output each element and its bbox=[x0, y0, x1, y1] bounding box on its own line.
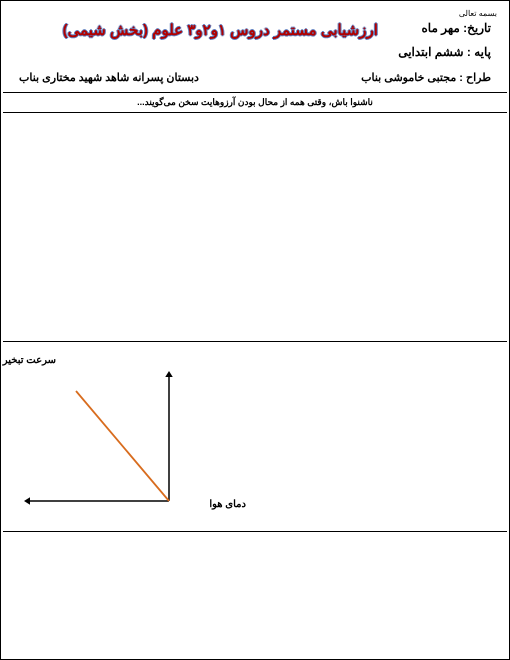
grade-row: پایه : ششم ابتدایی bbox=[1, 43, 509, 65]
divider-line-1 bbox=[3, 341, 507, 342]
school-label: دبستان پسرانه شاهد شهید مختاری بناب bbox=[19, 71, 199, 84]
date-label: تاریخ: مهر ماه bbox=[422, 21, 492, 35]
y-axis-label: سرعت تبخیر bbox=[3, 355, 56, 366]
main-title: ارزشیابی مستمر دروس ۱و۲و۳ علوم (بخش شیمی… bbox=[19, 21, 422, 39]
worksheet-page: بسمه تعالی تاریخ: مهر ماه ارزشیابی مستمر… bbox=[0, 0, 510, 660]
data-line bbox=[76, 391, 169, 501]
chart-svg bbox=[14, 371, 194, 516]
x-axis-label: دمای هوا bbox=[209, 499, 246, 510]
quote-bar: ناشنوا باش، وقتی همه از محال بودن آرزوها… bbox=[3, 92, 507, 113]
grade-label: پایه : ششم ابتدایی bbox=[398, 45, 491, 59]
bismillah-text: بسمه تعالی bbox=[459, 9, 497, 18]
designer-label: طراح : مجتبی خاموشی بناب bbox=[361, 71, 491, 84]
x-arrow-icon bbox=[24, 497, 30, 505]
header-row: تاریخ: مهر ماه ارزشیابی مستمر دروس ۱و۲و۳… bbox=[1, 1, 509, 43]
divider-line-2 bbox=[3, 531, 507, 532]
y-arrow-icon bbox=[165, 371, 173, 377]
evaporation-chart: سرعت تبخیر دمای هوا bbox=[14, 371, 194, 516]
designer-row: طراح : مجتبی خاموشی بناب دبستان پسرانه ش… bbox=[1, 65, 509, 92]
